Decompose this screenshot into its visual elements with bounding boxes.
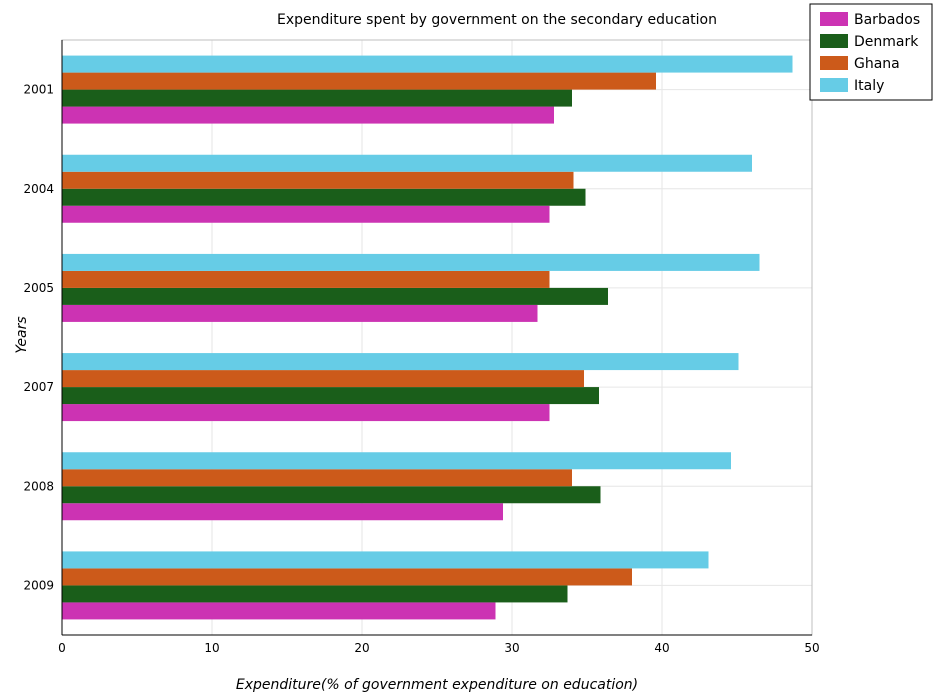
legend-label-denmark: Denmark: [854, 34, 919, 50]
y-tick-label: 2005: [23, 281, 54, 295]
x-tick-label: 50: [804, 641, 819, 655]
bar-ghana-2009: [62, 568, 632, 586]
bar-barbados-2004: [62, 205, 550, 223]
plot-frame: [61, 39, 813, 636]
bar-ghana-2001: [62, 72, 656, 90]
y-tick-label: 2008: [23, 479, 54, 493]
legend-label-barbados: Barbados: [854, 12, 920, 28]
bar-barbados-2007: [62, 404, 550, 422]
bar-italy-2004: [62, 154, 752, 172]
axes: 0 10 20 30 40 50 2001 2004 2005 2007 2008 2009: [23, 39, 820, 655]
legend-swatch-denmark: [820, 34, 848, 48]
bar-italy-2001: [62, 55, 793, 73]
bar-ghana-2005: [62, 270, 550, 288]
bar-barbados-2005: [62, 304, 538, 322]
legend-swatch-barbados: [820, 12, 848, 26]
bar-denmark-2007: [62, 387, 599, 405]
legend-swatch-ghana: [820, 56, 848, 70]
x-tick-label: 40: [654, 641, 669, 655]
bar-italy-2007: [62, 353, 739, 371]
x-tick-label: 0: [58, 641, 66, 655]
bar-italy-2008: [62, 452, 731, 470]
bars: [62, 55, 793, 620]
bar-ghana-2004: [62, 171, 574, 189]
x-axis-label: Expenditure(% of government expenditure …: [236, 677, 638, 693]
bar-barbados-2008: [62, 503, 503, 521]
legend: Barbados Denmark Ghana Italy: [809, 3, 933, 101]
bar-italy-2009: [62, 551, 709, 569]
grid-lines: [61, 40, 813, 635]
y-tick-label: 2001: [23, 83, 54, 97]
x-tick-label: 10: [204, 641, 219, 655]
bar-barbados-2001: [62, 106, 554, 124]
y-tick-label: 2009: [23, 578, 54, 592]
y-tick-label: 2007: [23, 380, 54, 394]
y-tick-label: 2004: [23, 182, 54, 196]
x-tick-label: 30: [504, 641, 519, 655]
bar-italy-2005: [62, 253, 760, 271]
legend-label-italy: Italy: [854, 78, 884, 94]
bar-denmark-2009: [62, 585, 568, 603]
bar-denmark-2005: [62, 287, 608, 305]
y-axis-label: Years: [14, 316, 30, 353]
bar-ghana-2008: [62, 469, 572, 487]
bar-denmark-2004: [62, 188, 586, 206]
bar-denmark-2008: [62, 486, 601, 504]
bar-denmark-2001: [62, 89, 572, 107]
legend-swatch-italy: [820, 78, 848, 92]
bar-ghana-2007: [62, 370, 584, 388]
chart-title: Expenditure spent by government on the s…: [277, 12, 717, 28]
legend-label-ghana: Ghana: [854, 56, 900, 72]
x-tick-label: 20: [354, 641, 369, 655]
bar-barbados-2009: [62, 602, 496, 620]
